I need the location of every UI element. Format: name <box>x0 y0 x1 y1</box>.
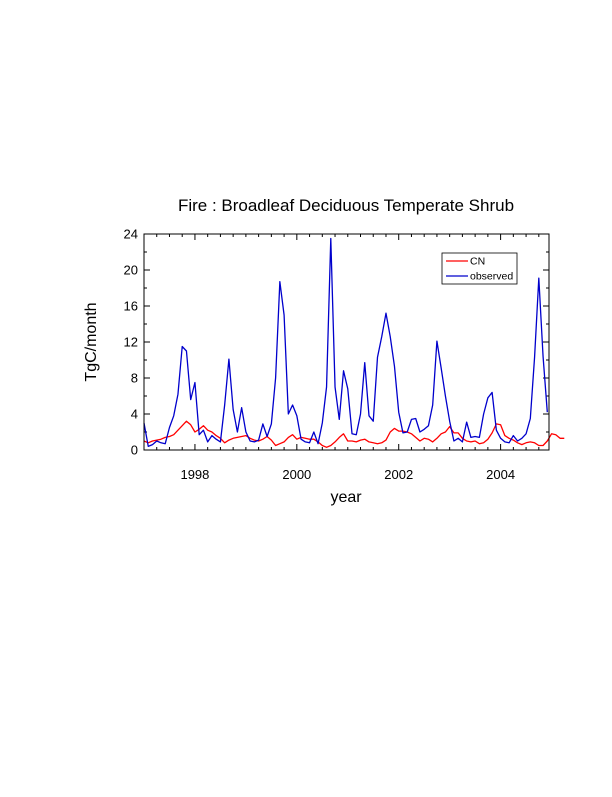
y-tick-label: 12 <box>124 335 138 350</box>
y-tick-label: 16 <box>124 299 138 314</box>
y-tick-label: 8 <box>131 371 138 386</box>
series-line-observed <box>143 237 548 448</box>
y-axis-label: TgC/month <box>83 302 100 381</box>
legend: CN observed <box>441 252 518 285</box>
y-tick-label: 24 <box>124 227 138 242</box>
x-tick-label: 1998 <box>180 467 209 482</box>
legend-box <box>441 252 518 285</box>
legend-label-cn: CN <box>470 256 485 268</box>
x-axis-label: year <box>330 489 362 506</box>
legend-label-observed: observed <box>470 271 513 283</box>
y-tick-label: 4 <box>131 407 138 422</box>
plot-area: 0 4 8 12 16 20 24 1998 2000 2002 2004 <box>124 227 565 482</box>
x-tick-label: 2000 <box>282 467 311 482</box>
plot-frame <box>143 233 550 451</box>
chart-title: Fire : Broadleaf Deciduous Temperate Shr… <box>178 196 514 215</box>
y-tick-label: 0 <box>131 443 138 458</box>
y-tick-label: 20 <box>124 263 138 278</box>
x-tick-label: 2002 <box>384 467 413 482</box>
series-line-cn <box>143 420 565 448</box>
x-tick-label: 2004 <box>486 467 515 482</box>
